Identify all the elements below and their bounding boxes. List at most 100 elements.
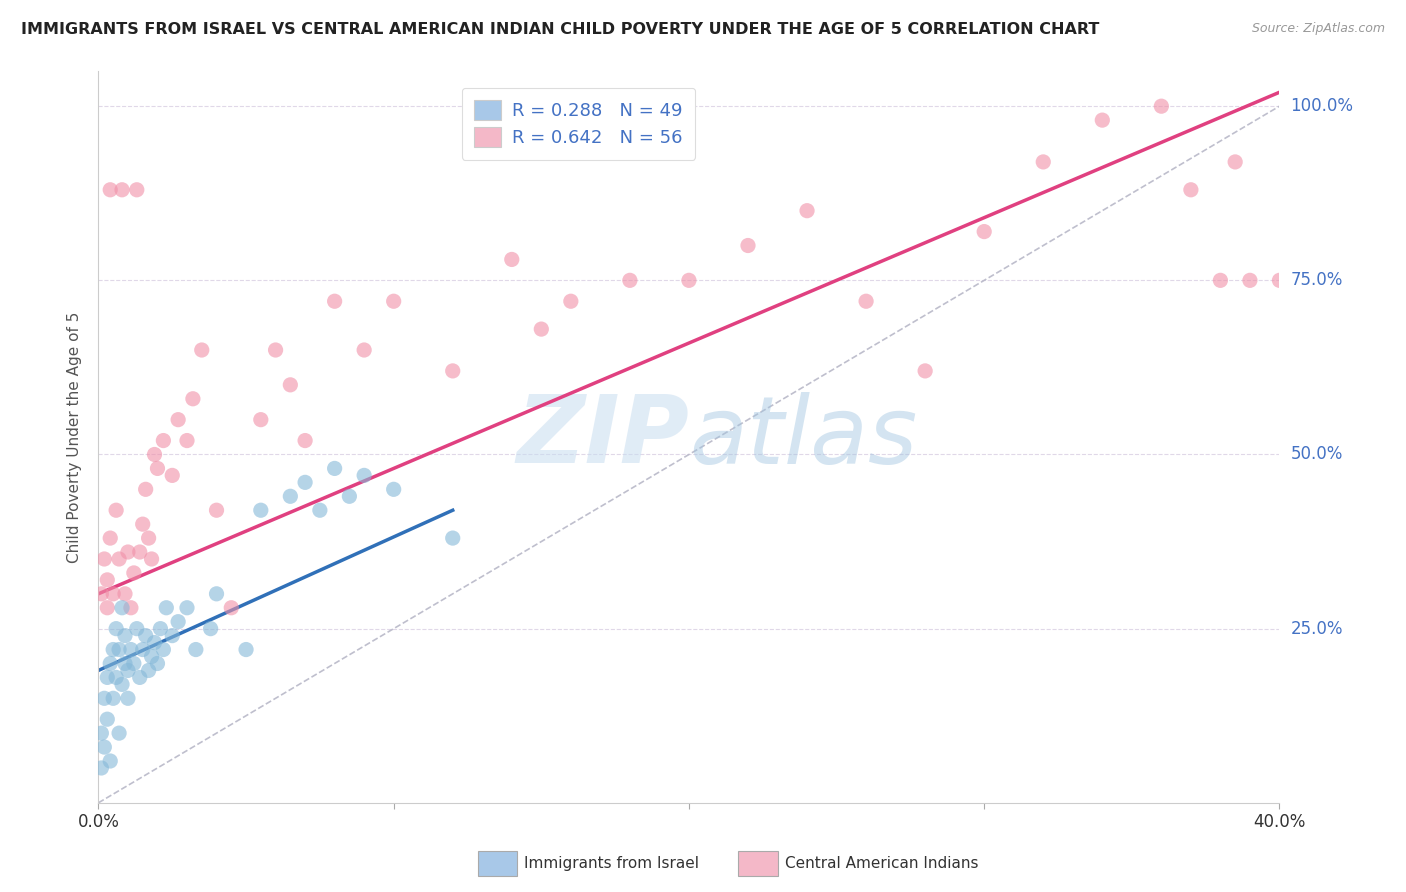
Point xyxy=(1091,113,1114,128)
Point xyxy=(501,252,523,267)
Point xyxy=(167,615,190,629)
Point xyxy=(530,322,553,336)
Point xyxy=(250,412,273,426)
Point xyxy=(1223,155,1246,169)
Point xyxy=(143,448,166,462)
Point xyxy=(250,503,273,517)
Point xyxy=(191,343,214,357)
Point xyxy=(235,642,257,657)
Point xyxy=(382,483,405,497)
Point xyxy=(114,587,136,601)
Point xyxy=(108,726,131,740)
Point xyxy=(105,622,128,636)
Point xyxy=(103,587,125,601)
Point xyxy=(90,726,112,740)
Point xyxy=(98,531,121,545)
Y-axis label: Child Poverty Under the Age of 5: Child Poverty Under the Age of 5 xyxy=(67,311,83,563)
Point xyxy=(1239,273,1261,287)
Point xyxy=(353,343,375,357)
Point xyxy=(135,629,157,643)
Point xyxy=(973,225,995,239)
Point xyxy=(90,587,112,601)
Point xyxy=(122,657,145,671)
Point xyxy=(125,183,148,197)
Point xyxy=(149,622,172,636)
Point xyxy=(128,545,150,559)
Point xyxy=(176,600,198,615)
Point xyxy=(323,461,346,475)
Point xyxy=(138,531,160,545)
Point xyxy=(278,377,302,392)
Point xyxy=(111,600,134,615)
Point xyxy=(176,434,198,448)
Point xyxy=(205,503,228,517)
Point xyxy=(128,670,150,684)
Point xyxy=(294,475,316,490)
Point xyxy=(205,587,228,601)
Point xyxy=(132,642,155,657)
Point xyxy=(98,657,121,671)
Point xyxy=(96,670,118,684)
Point xyxy=(1032,155,1054,169)
Point xyxy=(93,552,115,566)
Point xyxy=(441,364,464,378)
Point xyxy=(737,238,759,252)
Point xyxy=(337,489,360,503)
Text: 25.0%: 25.0% xyxy=(1291,620,1343,638)
Point xyxy=(200,622,222,636)
Text: 100.0%: 100.0% xyxy=(1291,97,1354,115)
Point xyxy=(117,691,139,706)
Point xyxy=(162,468,183,483)
Point xyxy=(117,664,139,678)
Point xyxy=(96,712,118,726)
Point xyxy=(103,642,125,657)
Point xyxy=(120,642,142,657)
Point xyxy=(122,566,145,580)
Point xyxy=(111,183,134,197)
Point xyxy=(914,364,936,378)
Point xyxy=(181,392,204,406)
Point xyxy=(1180,183,1202,197)
Point xyxy=(167,412,190,426)
Point xyxy=(219,600,242,615)
Point xyxy=(105,503,128,517)
Point xyxy=(114,629,136,643)
Point xyxy=(1268,273,1291,287)
Point xyxy=(108,552,131,566)
Point xyxy=(1150,99,1173,113)
Text: atlas: atlas xyxy=(689,392,917,483)
Point xyxy=(96,573,118,587)
Text: 75.0%: 75.0% xyxy=(1291,271,1343,289)
Point xyxy=(98,754,121,768)
Point xyxy=(152,642,174,657)
Text: ZIP: ZIP xyxy=(516,391,689,483)
Point xyxy=(141,552,163,566)
Point xyxy=(90,761,112,775)
Point xyxy=(441,531,464,545)
Point xyxy=(117,545,139,559)
Point xyxy=(155,600,177,615)
Point xyxy=(1209,273,1232,287)
Point xyxy=(146,657,169,671)
Text: Source: ZipAtlas.com: Source: ZipAtlas.com xyxy=(1251,22,1385,36)
Point xyxy=(353,468,375,483)
Point xyxy=(264,343,287,357)
Point xyxy=(135,483,157,497)
Point xyxy=(796,203,818,218)
Point xyxy=(93,740,115,755)
Point xyxy=(678,273,700,287)
Point xyxy=(146,461,169,475)
Point xyxy=(278,489,302,503)
Point xyxy=(114,657,136,671)
Point xyxy=(323,294,346,309)
Point xyxy=(162,629,183,643)
Legend: R = 0.288   N = 49, R = 0.642   N = 56: R = 0.288 N = 49, R = 0.642 N = 56 xyxy=(461,87,696,160)
Point xyxy=(309,503,332,517)
Point xyxy=(103,691,125,706)
Point xyxy=(560,294,582,309)
Point xyxy=(382,294,405,309)
Point xyxy=(138,664,160,678)
Text: IMMIGRANTS FROM ISRAEL VS CENTRAL AMERICAN INDIAN CHILD POVERTY UNDER THE AGE OF: IMMIGRANTS FROM ISRAEL VS CENTRAL AMERIC… xyxy=(21,22,1099,37)
Point xyxy=(105,670,128,684)
Point xyxy=(132,517,155,532)
